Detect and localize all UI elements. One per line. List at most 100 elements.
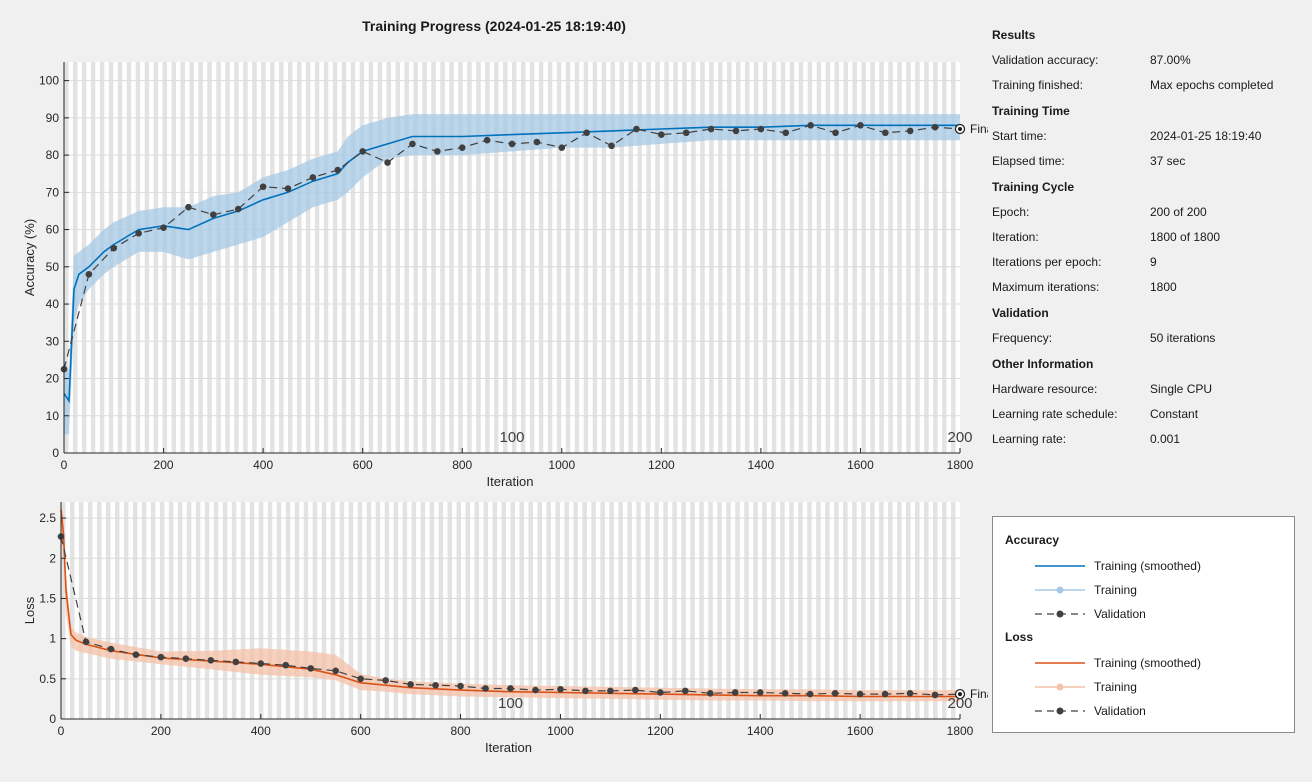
- loss-x-tick-label: 400: [251, 724, 271, 738]
- acc-x-tick-label: 1800: [947, 458, 974, 472]
- acc-epoch-stripe: [431, 62, 436, 453]
- max-iterations-row: Maximum iterations: 1800: [992, 275, 1304, 300]
- acc-validation-point: [633, 125, 640, 133]
- loss-validation-point: [332, 667, 339, 675]
- info-key: Epoch:: [992, 205, 1030, 219]
- acc-x-tick-label: 600: [353, 458, 373, 472]
- loss-epoch-stripe: [600, 502, 605, 719]
- acc-epoch-stripe: [744, 62, 750, 453]
- loss-validation-point: [582, 687, 589, 695]
- loss-validation-point: [632, 686, 639, 694]
- results-heading: Results: [992, 28, 1036, 42]
- loss-validation-point: [657, 689, 664, 696]
- loss-x-tick-label: 200: [151, 724, 171, 738]
- acc-y-tick-label: 40: [46, 297, 60, 311]
- acc-epoch-stripe: [261, 62, 266, 453]
- loss-y-tick-label: 0.5: [39, 672, 56, 686]
- acc-epoch-stripe: [753, 62, 759, 453]
- acc-epoch-stripe: [834, 62, 840, 453]
- acc-epoch-stripe: [780, 62, 786, 453]
- loss-epoch-stripe: [888, 502, 893, 719]
- dashed-marker-swatch-icon: [1035, 610, 1085, 618]
- acc-epoch-stripe: [296, 62, 302, 453]
- loss-epoch-stripe: [726, 502, 731, 719]
- loss-epoch-stripe: [951, 502, 956, 719]
- loss-validation-point: [607, 687, 614, 695]
- acc-epoch-stripe: [359, 62, 365, 453]
- acc-y-tick-label: 30: [46, 334, 60, 348]
- loss-epoch-stripe: [546, 502, 551, 719]
- loss-epoch-stripe: [915, 502, 920, 719]
- info-value: 2024-01-25 18:19:40: [1150, 129, 1262, 143]
- loss-epoch-stripe: [573, 502, 578, 719]
- loss-x-tick-label: 1200: [647, 724, 674, 738]
- acc-epoch-stripe: [906, 62, 911, 453]
- acc-epoch-stripe: [207, 62, 212, 453]
- acc-epoch-stripe: [305, 62, 311, 453]
- loss-epoch-stripe: [582, 502, 587, 719]
- loss-epoch-stripe: [231, 502, 237, 719]
- loss-epoch-stripe: [114, 502, 120, 719]
- acc-y-tick-label: 70: [46, 185, 60, 199]
- loss-epoch-stripe: [312, 502, 318, 719]
- acc-validation-point: [434, 148, 441, 155]
- acc-epoch-stripe: [198, 62, 203, 453]
- acc-validation-point: [931, 123, 939, 131]
- loss-epoch-stripe: [645, 502, 650, 719]
- acc-epoch-stripe: [673, 62, 678, 453]
- loss-epoch-stripe: [744, 502, 749, 719]
- loss-validation-point: [507, 685, 514, 692]
- loss-y-tick-label: 1.5: [39, 591, 56, 605]
- loss-epoch-stripe: [834, 502, 839, 719]
- acc-epoch-stripe: [395, 62, 400, 453]
- loss-epoch-stripe: [798, 502, 803, 719]
- acc-validation-point: [757, 125, 765, 133]
- acc-epoch-label: 100: [499, 429, 524, 446]
- acc-epoch-stripe: [655, 62, 660, 453]
- acc-validation-point: [185, 203, 192, 211]
- loss-training-band: [61, 502, 960, 702]
- loss-epoch-stripe: [762, 502, 767, 719]
- acc-epoch-stripe: [574, 62, 580, 453]
- legend-accuracy-title: Accuracy: [1005, 533, 1060, 547]
- acc-epoch-stripe: [682, 62, 687, 453]
- acc-validation-point: [508, 140, 516, 148]
- loss-epoch-stripe: [384, 502, 390, 719]
- acc-epoch-stripe: [422, 62, 427, 453]
- info-panel: Results Validation accuracy: 87.00% Train…: [992, 22, 1304, 452]
- dashed-marker-swatch-icon: [1035, 707, 1085, 715]
- acc-epoch-stripe: [153, 62, 159, 453]
- acc-epoch-stripe: [807, 62, 813, 453]
- loss-x-axis-label: Iteration: [485, 740, 532, 755]
- loss-epoch-stripe: [735, 502, 740, 719]
- acc-epoch-stripe: [942, 62, 947, 453]
- info-value: 200 of 200: [1150, 205, 1207, 219]
- acc-epoch-stripe: [225, 62, 230, 453]
- loss-epoch-stripe: [663, 502, 668, 719]
- elapsed-time-row: Elapsed time: 37 sec: [992, 149, 1304, 174]
- acc-validation-point: [857, 122, 864, 129]
- acc-x-axis-label: Iteration: [487, 474, 534, 489]
- loss-x-tick-label: 0: [58, 724, 65, 738]
- epoch-row: Epoch: 200 of 200: [992, 200, 1304, 225]
- acc-y-tick-label: 90: [46, 111, 60, 125]
- acc-epoch-stripe: [870, 62, 875, 453]
- loss-validation-point: [906, 689, 914, 697]
- line-marker-swatch-icon: [1035, 683, 1085, 691]
- legend-loss-title: Loss: [1005, 630, 1034, 644]
- loss-validation-point: [532, 686, 539, 694]
- loss-epoch-stripe: [276, 502, 282, 719]
- loss-epoch-stripe: [285, 502, 291, 719]
- loss-epoch-stripe: [753, 502, 758, 719]
- acc-validation-point: [658, 131, 665, 138]
- acc-y-tick-label: 100: [39, 74, 59, 88]
- loss-epoch-stripes: [61, 502, 956, 719]
- acc-validation-point: [309, 174, 317, 181]
- loss-epoch-stripe: [294, 502, 300, 719]
- acc-epoch-stripe: [494, 62, 499, 453]
- loss-x-tick-label: 1800: [947, 724, 974, 738]
- acc-validation-point: [483, 136, 491, 144]
- loss-epoch-stripe: [924, 502, 929, 719]
- validation-heading: Validation: [992, 306, 1049, 320]
- loss-validation-point: [881, 690, 889, 698]
